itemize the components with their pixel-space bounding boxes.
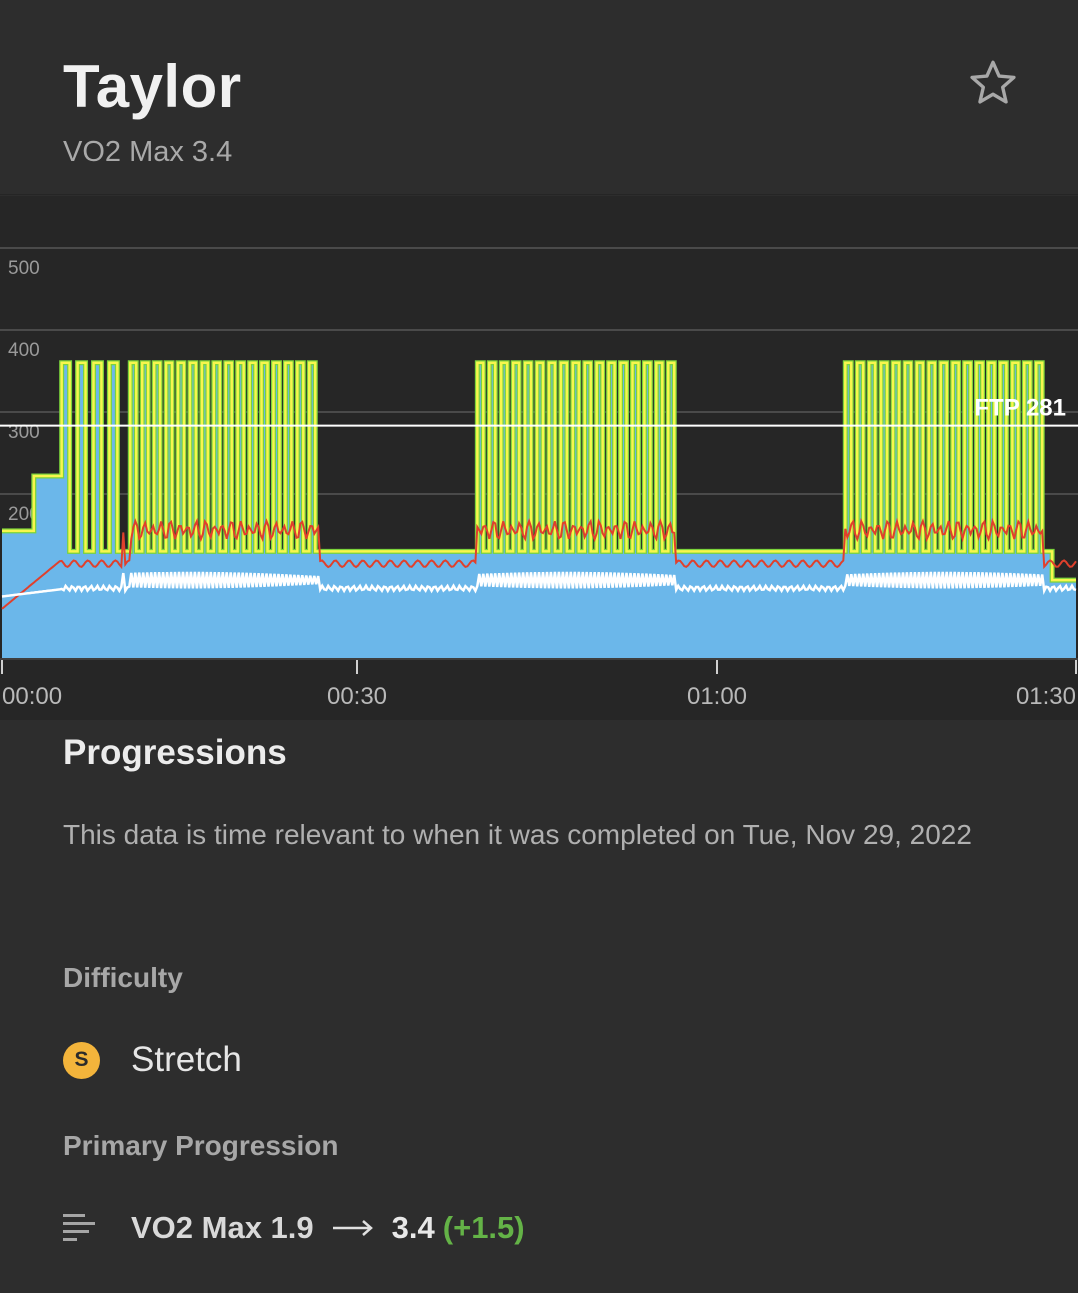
x-tick-label-3: 01:30 [1016, 683, 1076, 710]
power-line [2, 361, 1076, 582]
difficulty-badge: S [63, 1041, 100, 1079]
progression-delta: (+1.5) [442, 1210, 525, 1245]
progression-bars-icon [63, 1214, 95, 1241]
difficulty-row: S Stretch [63, 1038, 242, 1082]
x-tick-label-2: 01:00 [687, 683, 747, 710]
heart-rate-line [1, 517, 1077, 610]
difficulty-label: Difficulty [63, 962, 183, 993]
progressions-description: This data is time relevant to when it wa… [63, 819, 972, 850]
arrow-right-icon [332, 1220, 373, 1236]
workout-subtitle: VO2 Max 3.4 [63, 136, 233, 168]
workout-chart: 200 300 400 500 FTP 281 00:00 00:30 01:00 01:30 [0, 196, 1078, 720]
progressions-title: Progressions [63, 733, 287, 772]
x-tick-label-0: 00:00 [2, 683, 62, 710]
y-tick-label-400: 400 [8, 340, 40, 361]
primary-progression-row: VO2 Max 1.9 3.4 (+1.5) [63, 1206, 525, 1250]
y-tick-label-300: 300 [8, 422, 40, 443]
workout-title: Taylor [63, 53, 242, 120]
progression-to: 3.4 [391, 1210, 435, 1245]
progression-from: VO2 Max 1.9 [131, 1210, 314, 1245]
ftp-label: FTP 281 [974, 395, 1066, 422]
x-tick-label-1: 00:30 [327, 683, 387, 710]
workout-header: Taylor VO2 Max 3.4 [0, 0, 1078, 195]
power-line-edge [2, 360, 1076, 583]
y-tick-label-500: 500 [8, 258, 40, 279]
star-icon[interactable] [966, 56, 1020, 110]
cadence-line [1, 571, 1077, 598]
difficulty-value: Stretch [131, 1040, 242, 1079]
primary-progression-label: Primary Progression [63, 1130, 339, 1161]
